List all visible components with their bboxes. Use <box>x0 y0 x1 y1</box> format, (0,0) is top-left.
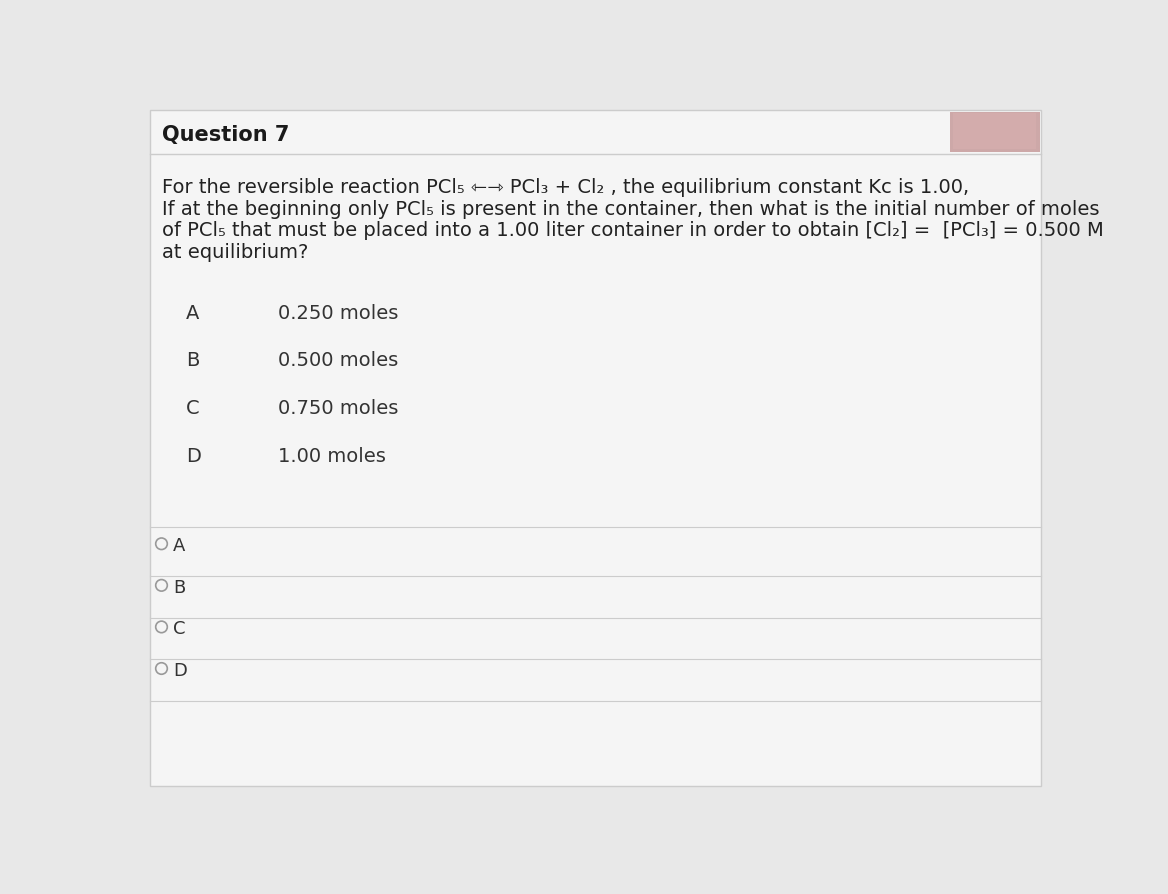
Text: For the reversible reaction PCl₅ ⇽⇾ PCl₃ + Cl₂ , the equilibrium constant Kᴄ is : For the reversible reaction PCl₅ ⇽⇾ PCl₃… <box>161 178 968 197</box>
Text: D: D <box>187 446 201 466</box>
Text: B: B <box>187 351 200 370</box>
Text: D: D <box>173 661 187 679</box>
Text: If at the beginning only PCl₅ is present in the container, then what is the init: If at the beginning only PCl₅ is present… <box>161 199 1099 218</box>
Text: 1.00 moles: 1.00 moles <box>278 446 385 466</box>
Text: B: B <box>173 578 186 596</box>
Text: 0.750 moles: 0.750 moles <box>278 399 398 417</box>
Text: A: A <box>187 303 200 323</box>
Text: A: A <box>173 536 186 554</box>
Text: 0.500 moles: 0.500 moles <box>278 351 398 370</box>
Text: at equilibrium?: at equilibrium? <box>161 242 308 262</box>
FancyBboxPatch shape <box>950 113 1040 153</box>
Text: Question 7: Question 7 <box>161 125 288 145</box>
FancyBboxPatch shape <box>953 114 1036 149</box>
Text: C: C <box>173 620 186 637</box>
FancyBboxPatch shape <box>150 111 1041 787</box>
Text: of PCl₅ that must be placed into a 1.00 liter container in order to obtain [Cl₂]: of PCl₅ that must be placed into a 1.00 … <box>161 221 1104 240</box>
Text: C: C <box>187 399 200 417</box>
Text: 0.250 moles: 0.250 moles <box>278 303 398 323</box>
